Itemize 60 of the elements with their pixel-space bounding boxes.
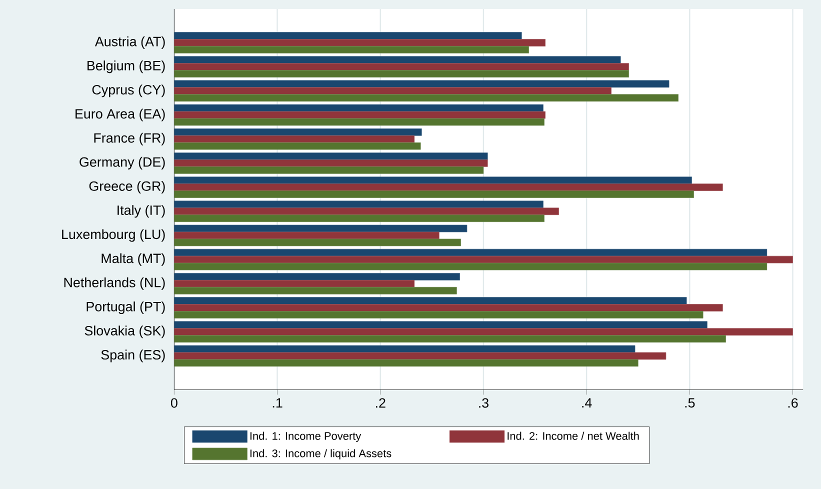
y-tick-label: Netherlands (NL) (64, 277, 165, 290)
x-tick-label: .3 (479, 398, 488, 408)
bar (174, 46, 530, 54)
bar (174, 272, 460, 280)
y-tick-label: Portugal (PT) (86, 301, 165, 314)
bar (174, 328, 793, 336)
bar (174, 159, 488, 167)
y-tick-label: Euro Area (EA) (76, 108, 165, 122)
bar (174, 135, 415, 143)
bar (174, 352, 666, 360)
bar (174, 152, 488, 160)
x-tick-label: 0 (170, 398, 178, 408)
x-tick-label: .6 (788, 398, 798, 408)
bar (174, 62, 630, 70)
bar (174, 70, 630, 78)
y-tick-label: Austria (AT) (94, 36, 165, 49)
y-tick-label: Greece (GR) (89, 180, 165, 194)
x-tick-label: .2 (376, 398, 386, 408)
bar (174, 208, 559, 215)
bar (174, 32, 522, 40)
bar (174, 94, 679, 102)
bar (174, 87, 612, 94)
y-tick-label: Belgium (BE) (88, 60, 165, 73)
bar (174, 176, 692, 184)
bar (174, 56, 621, 64)
y-tick-label: Slovakia (SK) (84, 325, 165, 338)
bar (174, 280, 415, 288)
y-tick-label: Malta (MT) (102, 253, 165, 266)
y-tick-label: France (FR) (94, 132, 165, 146)
bar (174, 38, 546, 46)
x-tick-label: .5 (685, 398, 695, 408)
bar (174, 104, 544, 112)
bar (174, 286, 457, 294)
legend-label: Ind. 3: Income / liquid Assets (250, 449, 392, 460)
bar (174, 334, 726, 342)
bar (174, 224, 468, 232)
bar (174, 232, 440, 239)
y-tick-label: Italy (IT) (118, 204, 165, 218)
bar (174, 296, 687, 304)
x-tick-label: .4 (582, 398, 592, 408)
bar (174, 248, 768, 256)
bar (174, 183, 723, 191)
y-tick-label: Spain (ES) (101, 350, 165, 362)
y-tick-label: Germany (DE) (80, 156, 165, 170)
bar (174, 166, 484, 174)
bar (174, 190, 694, 198)
bar (174, 310, 704, 318)
bar (174, 214, 544, 222)
legend-label: Ind. 1: Income Poverty (250, 432, 362, 442)
bar (174, 128, 422, 136)
bar (174, 345, 636, 352)
bar (174, 304, 723, 312)
y-tick-label: Cyprus (CY) (92, 84, 165, 98)
bar (174, 321, 708, 328)
bar (174, 200, 544, 208)
x-tick-label: .1 (272, 398, 282, 408)
bar (174, 80, 670, 88)
bar (174, 111, 546, 119)
y-tick-label: Luxembourg (LU) (62, 229, 165, 242)
legend-label: Ind. 2: Income / net Wealth (508, 432, 639, 440)
